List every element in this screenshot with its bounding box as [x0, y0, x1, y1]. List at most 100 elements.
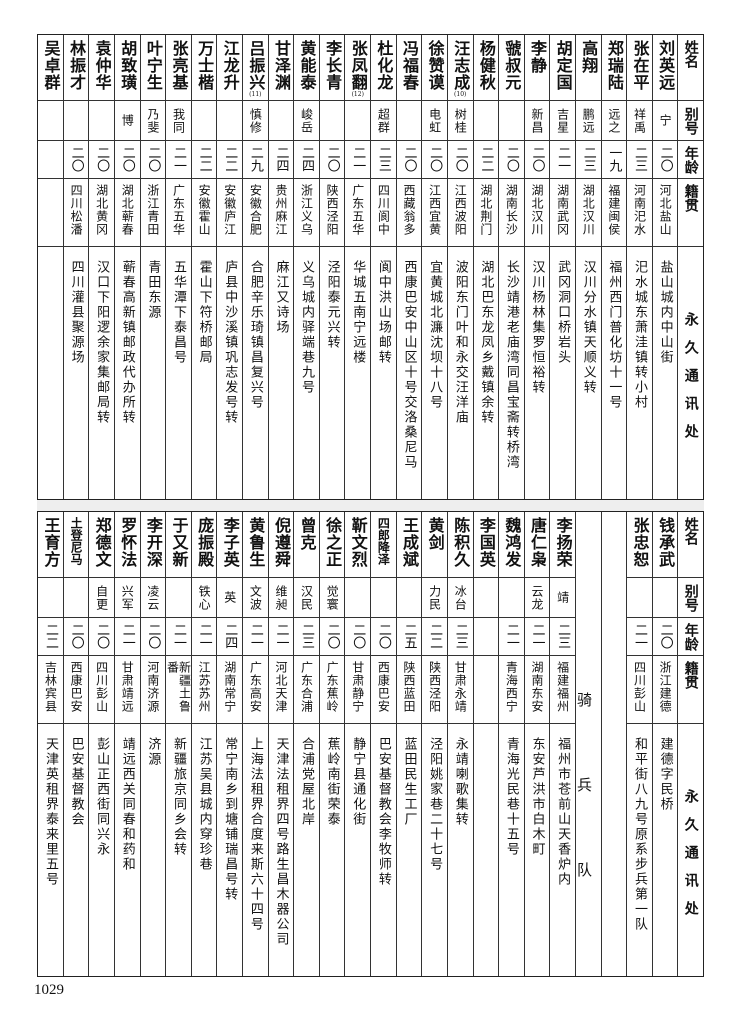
alias: 铁心 — [197, 584, 212, 611]
origin: 湖北汉川 — [530, 184, 545, 236]
address: 上海法租界合度来斯六十四号 — [247, 737, 263, 932]
origin-cell: 河南汜水 — [627, 179, 652, 247]
name-wrap: 徐之正 — [323, 517, 343, 568]
address-cell: 湖北巴东龙凤乡戴镇余转 — [474, 247, 499, 499]
age-cell: 二一 — [166, 618, 191, 656]
address: 福州西门普化坊十一号 — [606, 260, 622, 410]
name-wrap: 张在平 — [630, 40, 649, 91]
age: 二四 — [222, 623, 238, 649]
origin: 安徽合肥 — [248, 184, 263, 236]
alias-cell: 电虹 — [422, 101, 447, 141]
address-cell: 长沙靖港老庙湾同昌宝斋转桥湾 — [499, 247, 524, 499]
alias-cell: 鹏远 — [575, 101, 601, 141]
origin: 湖南长沙 — [504, 184, 519, 236]
name-cell: 胡致璜 — [114, 35, 140, 101]
address: 五华潭下泰昌号 — [171, 260, 186, 365]
age-cell: 二〇 — [345, 618, 371, 656]
origin-cell: 湖北黄冈 — [89, 179, 114, 247]
name-cell: 高翔 — [575, 35, 601, 101]
name-cell: 庞振殿 — [191, 512, 217, 578]
address-cell: 天津英租界泰来里五号 — [38, 724, 63, 976]
origin: 四川彭山 — [94, 661, 109, 713]
header-name: 姓名 — [682, 517, 699, 545]
address-cell: 蓝田民生工厂 — [397, 724, 422, 976]
address-cell: 宜黄城北濂沈坝十八号 — [422, 247, 447, 499]
address-cell: 彭山正西街同兴永 — [89, 724, 114, 976]
age-cell: 二〇 — [114, 141, 140, 179]
name-cell: 靳文烈 — [345, 512, 371, 578]
section-label-cavalry: 骑兵队 — [574, 691, 593, 947]
name-wrap: 虢叔元 — [502, 40, 521, 91]
name-cell: 汪志成 (10) — [447, 35, 473, 101]
name-cell: 土登尼马 — [63, 512, 89, 578]
age-cell: 二〇 — [499, 141, 524, 179]
name-wrap: 吴卓群 — [41, 40, 60, 91]
table-row: 张凤翻 (12) 二一 广东五华 华城五南宁远楼 — [344, 35, 371, 499]
alias-cell: 祥禹 — [627, 101, 652, 141]
header-age-cell: 年龄 — [678, 141, 703, 179]
origin: 甘肃静宁 — [350, 661, 365, 713]
header-origin-cell: 籍贯 — [678, 179, 703, 247]
age: 二〇 — [145, 146, 161, 172]
age-cell: 二一 — [114, 618, 140, 656]
alias: 博 — [120, 114, 135, 127]
footnote-marker: (10) — [454, 91, 467, 98]
origin: 河北天津 — [273, 661, 288, 713]
age-cell: 二〇 — [652, 618, 678, 656]
address-cell — [38, 247, 63, 499]
name-cell: 王育方 — [38, 512, 63, 578]
header-age: 年龄 — [682, 146, 699, 174]
origin-cell: 江西波阳 — [447, 179, 473, 247]
person-name: 徐之正 — [323, 517, 343, 568]
table-row: 李开深 凌云 二〇 河南济源 济源 — [139, 512, 166, 976]
address-cell: 靖远西关同春和药和 — [115, 724, 140, 976]
address: 四川灌县聚源场 — [68, 260, 84, 365]
age: 二三 — [580, 146, 596, 172]
origin: 江西宜黄 — [427, 184, 442, 236]
person-name: 张忠恕 — [630, 517, 650, 568]
address: 新疆旅京同乡会转 — [171, 737, 186, 857]
age-cell: 二〇 — [89, 141, 114, 179]
age: 二〇 — [427, 146, 443, 172]
origin: 湖北黄冈 — [94, 184, 109, 236]
address-cell: 常宁南乡到塘铺瑞昌号转 — [217, 724, 242, 976]
origin-cell: 四川阆中 — [371, 179, 396, 247]
table-row: 李国英 — [472, 512, 499, 976]
table-row: 万士楷 二二 安徽霍山 霍山下符桥邮局 — [190, 35, 217, 499]
name-cell: 魏鸿发 — [499, 512, 524, 578]
origin-cell: 广东高安 — [243, 656, 268, 724]
header-age-cell: 年龄 — [678, 618, 703, 656]
name-cell: 徐之正 — [319, 512, 345, 578]
name-wrap: 张亮基 — [170, 40, 189, 91]
name-cell: 胡定国 — [550, 35, 575, 101]
name-cell: 张亮基 — [166, 35, 191, 101]
header-column: 姓名 别号 年龄 籍贯 永久通讯处 — [677, 512, 703, 976]
age: 二〇 — [657, 146, 673, 172]
origin-cell — [473, 656, 499, 724]
origin: 四川松潘 — [69, 184, 84, 236]
alias-cell — [319, 101, 345, 141]
address-cell: 汜水城东萧洼镇转小村 — [627, 247, 652, 499]
age: 二一 — [171, 623, 186, 649]
address-cell: 霍山下符桥邮局 — [192, 247, 217, 499]
alias: 文波 — [248, 584, 263, 611]
age-cell: 二一 — [191, 618, 217, 656]
age: 二一 — [273, 623, 289, 649]
address: 彭山正西街同兴永 — [94, 737, 110, 857]
name-cell: 吕振兴 (11) — [243, 35, 268, 101]
person-name: 王育方 — [41, 517, 61, 568]
origin-cell: 西康巴安 — [63, 656, 89, 724]
table-row: 胡致璜博二〇 湖北蕲春 蕲春高新镇邮政代办所转 — [113, 35, 140, 499]
address-cell: 上海法租界合度来斯六十四号 — [243, 724, 268, 976]
origin-cell: 江西宜黄 — [422, 179, 447, 247]
address: 蓝田民生工厂 — [401, 737, 417, 827]
table-row: 叶宁生 乃斐 二〇 浙江青田 青田东源 — [139, 35, 166, 499]
person-name: 李长青 — [323, 40, 343, 91]
origin: 福建福州 — [555, 661, 570, 713]
age: 二〇 — [324, 146, 340, 172]
person-name: 万士楷 — [195, 40, 215, 91]
address: 东安芦洪市白木町 — [529, 737, 545, 857]
address: 巴安基督教会 — [68, 737, 84, 827]
table-row: 于又新 二一 新疆土鲁番 新疆旅京同乡会转 — [165, 512, 191, 976]
age: 二三 — [631, 146, 647, 172]
